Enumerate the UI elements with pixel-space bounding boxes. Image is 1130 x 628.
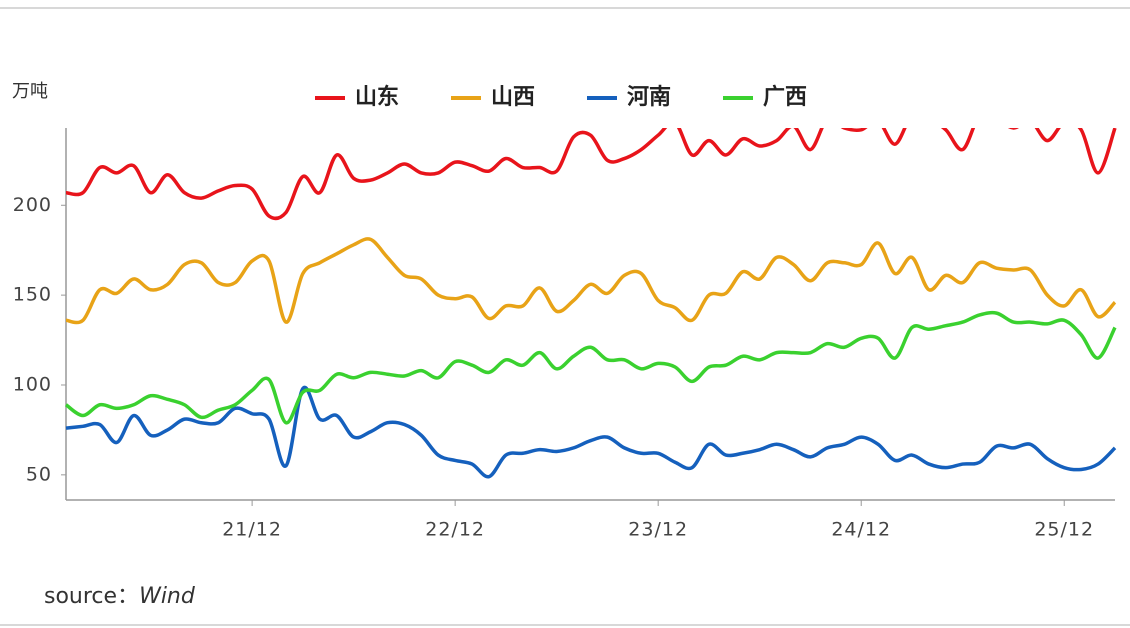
- y-tick-label: 50: [26, 463, 52, 485]
- x-tick-label: 21/12: [222, 519, 282, 541]
- legend-label: 山东: [355, 84, 399, 110]
- x-tick-label: 23/12: [628, 519, 688, 541]
- x-tick-label: 24/12: [831, 519, 891, 541]
- x-tick-label: 22/12: [425, 519, 485, 541]
- legend-label: 广西: [763, 84, 807, 110]
- series-line: [65, 128, 1117, 221]
- series-line: [65, 385, 1117, 479]
- y-axis-label: 万吨: [12, 81, 48, 102]
- y-tick-label: 150: [13, 284, 52, 306]
- plot-area: [64, 128, 1117, 479]
- series-line: [65, 237, 1117, 325]
- source-label: source：Wind: [44, 584, 196, 609]
- y-tick-label: 100: [13, 373, 52, 395]
- x-tick-label: 25/12: [1034, 519, 1094, 541]
- series-line: [64, 310, 1117, 425]
- source-name: Wind: [139, 584, 196, 609]
- legend-label: 山西: [491, 85, 535, 110]
- source-prefix: source：: [44, 584, 139, 609]
- y-tick-label: 200: [13, 194, 52, 216]
- legend-label: 河南: [627, 85, 671, 110]
